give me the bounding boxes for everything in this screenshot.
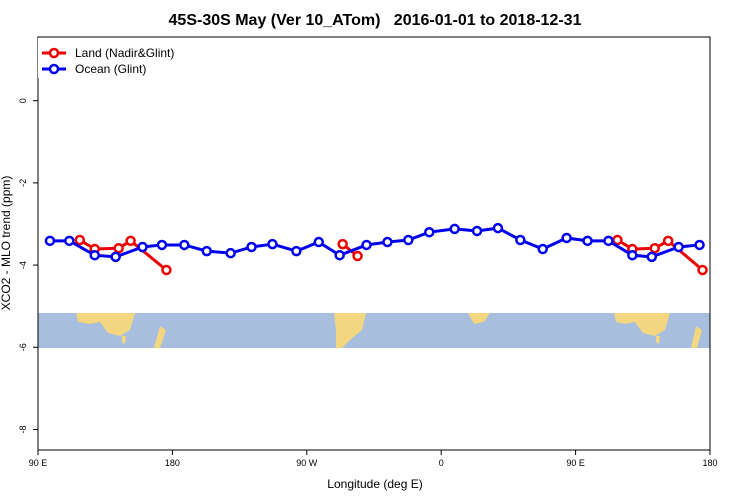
data-point (337, 238, 348, 250)
plot-frame (37, 36, 711, 451)
y-tick-label: -8 (18, 425, 28, 433)
data-point (627, 249, 638, 261)
data-point (449, 223, 460, 235)
data-point (113, 242, 124, 254)
data-point (291, 245, 302, 257)
data-point (515, 234, 526, 246)
data-point (225, 247, 236, 259)
legend (38, 38, 186, 78)
x-axis-label: Longitude (deg E) (327, 477, 422, 491)
data-point (334, 249, 345, 261)
data-point (603, 235, 614, 247)
map-land (334, 313, 366, 348)
map-land (614, 313, 670, 336)
data-point (352, 250, 363, 262)
data-point (110, 251, 121, 263)
map-land (468, 313, 490, 324)
data-point (471, 225, 483, 237)
y-tick-label: 0 (18, 98, 28, 103)
y-tick-label: -4 (18, 261, 28, 269)
x-tick-label: 180 (165, 458, 180, 468)
data-point (403, 234, 414, 246)
data-point (74, 234, 86, 246)
data-point (382, 236, 393, 248)
legend-label: Land (Nadir&Glint) (75, 46, 174, 60)
x-tick-label: 180 (702, 458, 717, 468)
x-tick-label: 0 (439, 458, 444, 468)
data-point (246, 241, 257, 253)
data-point (694, 239, 705, 251)
data-point (137, 241, 148, 253)
map-land (76, 313, 135, 336)
map-strip (38, 313, 710, 348)
legend-swatch (48, 63, 60, 75)
data-point (161, 264, 172, 276)
y-tick-label: -2 (18, 179, 28, 187)
x-tick-label: 90 W (296, 458, 318, 468)
chart-title: 45S-30S May (Ver 10_ATom) 2016-01-01 to … (169, 12, 582, 29)
data-point (89, 249, 100, 261)
legend-swatch (48, 47, 60, 59)
legend-label: Ocean (Glint) (75, 62, 146, 76)
data-point (649, 242, 660, 254)
data-point (267, 238, 278, 250)
y-tick-label: -6 (18, 343, 28, 351)
data-point (537, 243, 548, 255)
data-point (44, 235, 56, 247)
map-land (691, 326, 702, 348)
data-point (201, 245, 212, 257)
map-land (122, 336, 126, 344)
data-point (697, 264, 708, 276)
data-point (313, 236, 324, 248)
data-point (561, 232, 572, 244)
data-point (361, 239, 372, 251)
data-point (646, 251, 658, 263)
data-point (156, 239, 168, 251)
x-tick-label: 90 E (566, 458, 585, 468)
data-point (179, 239, 190, 251)
data-point (673, 241, 684, 253)
data-point (662, 235, 674, 247)
data-point (492, 222, 504, 234)
map-land (656, 336, 660, 344)
map-land (154, 326, 166, 348)
x-tick-label: 90 E (29, 458, 48, 468)
data-point (64, 235, 75, 247)
data-point (582, 235, 593, 247)
map-ocean (38, 313, 710, 348)
data-point (125, 235, 136, 247)
data-point (424, 226, 435, 238)
y-axis-label: XCO2 - MLO trend (ppm) (0, 176, 13, 311)
